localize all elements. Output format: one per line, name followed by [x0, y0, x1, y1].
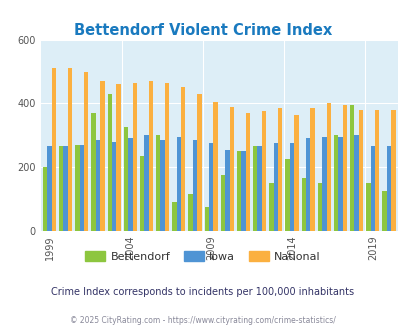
Bar	[386, 147, 390, 231]
Bar	[337, 137, 342, 231]
Bar	[188, 194, 192, 231]
Bar	[257, 147, 261, 231]
Bar	[160, 140, 164, 231]
Bar	[326, 103, 330, 231]
Bar	[269, 183, 273, 231]
Bar	[252, 147, 257, 231]
Bar	[51, 68, 56, 231]
Bar	[68, 68, 72, 231]
Bar	[229, 107, 233, 231]
Bar	[309, 108, 314, 231]
Bar	[321, 137, 326, 231]
Bar	[294, 115, 298, 231]
Bar	[128, 139, 132, 231]
Bar	[63, 147, 68, 231]
Bar	[213, 102, 217, 231]
Bar	[96, 140, 100, 231]
Bar	[209, 143, 213, 231]
Bar	[181, 87, 185, 231]
Bar	[172, 202, 176, 231]
Bar	[148, 81, 153, 231]
Bar	[43, 167, 47, 231]
Bar	[305, 139, 309, 231]
Bar	[156, 135, 160, 231]
Bar	[241, 151, 245, 231]
Bar	[277, 108, 281, 231]
Bar	[132, 82, 136, 231]
Bar	[220, 175, 225, 231]
Bar	[47, 147, 51, 231]
Text: © 2025 CityRating.com - https://www.cityrating.com/crime-statistics/: © 2025 CityRating.com - https://www.city…	[70, 316, 335, 325]
Bar	[301, 178, 305, 231]
Bar	[75, 145, 79, 231]
Bar	[289, 143, 294, 231]
Bar	[91, 113, 96, 231]
Bar	[342, 105, 346, 231]
Bar	[374, 110, 378, 231]
Bar	[116, 84, 120, 231]
Bar	[245, 113, 249, 231]
Bar	[358, 110, 362, 231]
Bar	[84, 72, 88, 231]
Bar	[79, 145, 84, 231]
Text: Bettendorf Violent Crime Index: Bettendorf Violent Crime Index	[74, 23, 331, 38]
Bar	[140, 156, 144, 231]
Text: Crime Index corresponds to incidents per 100,000 inhabitants: Crime Index corresponds to incidents per…	[51, 287, 354, 297]
Bar	[59, 147, 63, 231]
Bar	[370, 147, 374, 231]
Bar	[261, 112, 266, 231]
Bar	[365, 183, 370, 231]
Bar	[192, 140, 197, 231]
Bar	[285, 159, 289, 231]
Bar	[382, 191, 386, 231]
Bar	[237, 151, 241, 231]
Bar	[124, 127, 128, 231]
Bar	[317, 183, 321, 231]
Legend: Bettendorf, Iowa, National: Bettendorf, Iowa, National	[81, 247, 324, 266]
Bar	[164, 82, 169, 231]
Bar	[354, 135, 358, 231]
Bar	[273, 143, 277, 231]
Bar	[112, 142, 116, 231]
Bar	[390, 110, 394, 231]
Bar	[204, 207, 209, 231]
Bar	[197, 94, 201, 231]
Bar	[349, 105, 354, 231]
Bar	[225, 150, 229, 231]
Bar	[100, 81, 104, 231]
Bar	[107, 94, 112, 231]
Bar	[144, 135, 148, 231]
Bar	[176, 137, 181, 231]
Bar	[333, 135, 337, 231]
